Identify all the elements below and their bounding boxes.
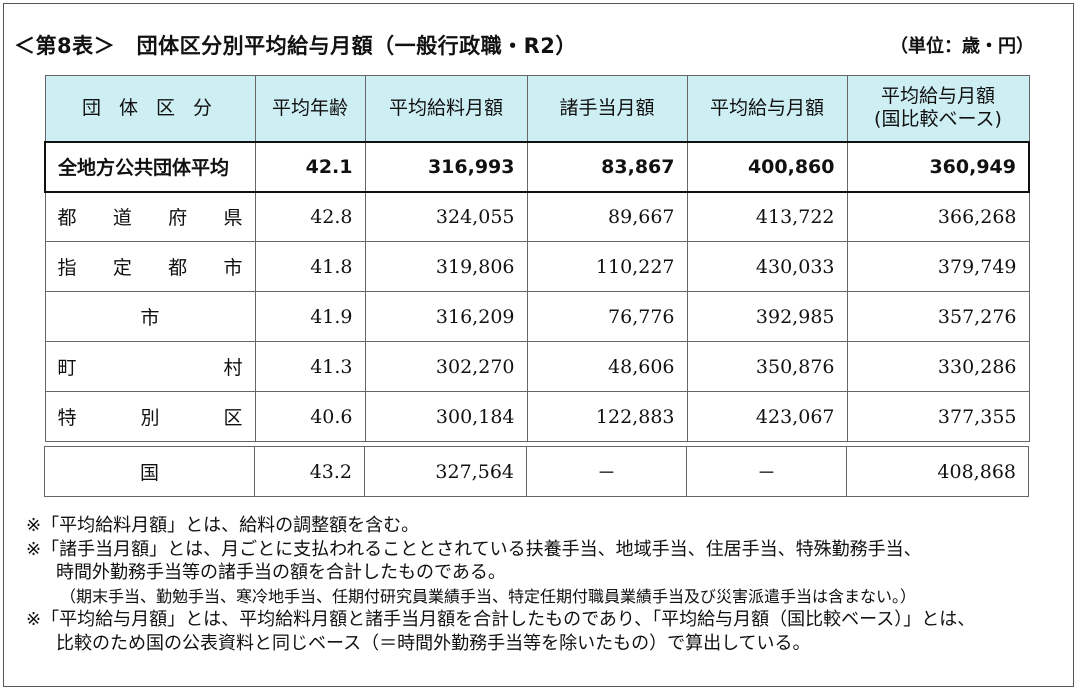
cell-allowance: － <box>526 446 687 497</box>
cell-salary: 324,055 <box>364 191 528 242</box>
label-char: 村 <box>223 357 243 379</box>
col-header-group: 団 体 区 分 <box>44 75 256 142</box>
cell-national-base: 366,268 <box>846 191 1030 242</box>
cell-age: 42.8 <box>254 191 366 242</box>
table-frame <box>3 3 1074 687</box>
cell-age: 40.6 <box>254 391 366 442</box>
row-label: 都 道 府 県 <box>44 191 256 242</box>
cell-age: 42.1 <box>254 140 366 193</box>
cell-allowance: 89,667 <box>526 191 688 242</box>
cell-national-base: 330,286 <box>846 341 1030 392</box>
cell-age: 43.2 <box>254 446 365 497</box>
cell-salary: 316,209 <box>364 291 528 342</box>
cell-national-base: 377,355 <box>846 391 1030 442</box>
table-row: 町 村 41.3 302,270 48,606 350,876 330,286 <box>44 341 1030 392</box>
label-char: 特 <box>57 407 77 429</box>
cell-national-base: 357,276 <box>846 291 1030 342</box>
cell-total: 413,722 <box>686 191 848 242</box>
label-char: 市 <box>223 257 243 279</box>
cell-total: － <box>686 446 847 497</box>
row-label: 市 <box>44 291 256 342</box>
footnotes: ※「平均給料月額」とは、給料の調整額を含む。 ※「諸手当月額」とは、月ごとに支払… <box>26 514 975 655</box>
label-char: 県 <box>223 207 243 230</box>
row-label: 全地方公共団体平均 <box>44 140 256 193</box>
row-label: 国 <box>44 446 255 497</box>
cell-salary: 300,184 <box>364 391 528 442</box>
cell-salary: 319,806 <box>364 241 528 292</box>
label-char: 都 <box>57 207 77 230</box>
row-label: 指 定 都 市 <box>44 241 256 292</box>
label-char: 道 <box>112 207 132 230</box>
cell-total: 423,067 <box>686 391 848 442</box>
label-char: 定 <box>112 257 132 279</box>
footnote-2: ※「諸手当月額」とは、月ごとに支払われることとされている扶養手当、地域手当、住居… <box>26 538 922 560</box>
footnote-3: ※「平均給与月額」とは、平均給料月額と諸手当月額を合計したものであり、「平均給与… <box>26 609 976 630</box>
cell-national-base: 408,868 <box>846 446 1029 497</box>
cell-total: 400,860 <box>686 140 848 193</box>
table-row-national: 国 43.2 327,564 － － 408,868 <box>44 446 1029 497</box>
cell-allowance: 122,883 <box>526 391 688 442</box>
cell-total: 430,033 <box>686 241 848 292</box>
label-char: 区 <box>223 407 243 429</box>
footnote-3-cont: 比較のため国の公表資料と同じベース（＝時間外勤務手当等を除いたもの）で算出してい… <box>56 632 811 654</box>
label-char: 町 <box>57 357 77 379</box>
col-header-total: 平均給与月額 <box>686 75 848 142</box>
label-char: 別 <box>140 407 160 429</box>
unit-label: （単位：歳・円） <box>890 36 1034 57</box>
cell-total: 392,985 <box>686 291 848 342</box>
col-header-national-base-line2: (国比較ベース) <box>874 108 1002 131</box>
row-label: 特 別 区 <box>44 391 256 442</box>
cell-national-base: 360,949 <box>846 140 1030 193</box>
cell-salary: 327,564 <box>364 446 527 497</box>
cell-age: 41.9 <box>254 291 366 342</box>
row-label: 町 村 <box>44 341 256 392</box>
table-row: 都 道 府 県 42.8 324,055 89,667 413,722 366,… <box>44 191 1030 242</box>
col-header-salary: 平均給料月額 <box>364 75 528 142</box>
header-row: 団 体 区 分 平均年齢 平均給料月額 諸手当月額 平均給与月額 平均給与月額 … <box>44 75 1030 142</box>
table-row-average: 全地方公共団体平均 42.1 316,993 83,867 400,860 36… <box>44 140 1030 193</box>
cell-total: 350,876 <box>686 341 848 392</box>
cell-national-base: 379,749 <box>846 241 1030 292</box>
cell-salary: 316,993 <box>364 140 528 193</box>
label-char: 指 <box>57 257 77 279</box>
national-table: 国 43.2 327,564 － － 408,868 <box>44 446 1029 497</box>
salary-table: 団 体 区 分 平均年齢 平均給料月額 諸手当月額 平均給与月額 平均給与月額 … <box>44 75 1030 442</box>
cell-allowance: 48,606 <box>526 341 688 392</box>
footnote-1: ※「平均給料月額」とは、給料の調整額を含む。 <box>26 515 420 536</box>
label-char: 都 <box>168 257 188 279</box>
table-row: 市 41.9 316,209 76,776 392,985 357,276 <box>44 291 1030 342</box>
footnote-2-cont: 時間外勤務手当等の諸手当の額を合計したものである。 <box>56 562 506 583</box>
cell-salary: 302,270 <box>364 341 528 392</box>
cell-age: 41.3 <box>254 341 366 392</box>
col-header-allowance: 諸手当月額 <box>526 75 688 142</box>
table-row: 指 定 都 市 41.8 319,806 110,227 430,033 379… <box>44 241 1030 292</box>
col-header-national-base: 平均給与月額 (国比較ベース) <box>846 75 1030 142</box>
table-title: ＜第8表＞ 団体区分別平均給与月額（一般行政職・R2） <box>14 34 577 58</box>
col-header-national-base-line1: 平均給与月額 <box>880 85 995 108</box>
cell-allowance: 76,776 <box>526 291 688 342</box>
label-char: 府 <box>168 207 188 230</box>
cell-allowance: 110,227 <box>526 241 688 292</box>
cell-age: 41.8 <box>254 241 366 292</box>
table-row: 特 別 区 40.6 300,184 122,883 423,067 377,3… <box>44 391 1030 442</box>
col-header-age: 平均年齢 <box>254 75 366 142</box>
cell-allowance: 83,867 <box>526 140 688 193</box>
footnote-2-paren: （期末手当、勤勉手当、寒冷地手当、任期付研究員業績手当、特定任期付職員業績手当及… <box>60 586 917 606</box>
